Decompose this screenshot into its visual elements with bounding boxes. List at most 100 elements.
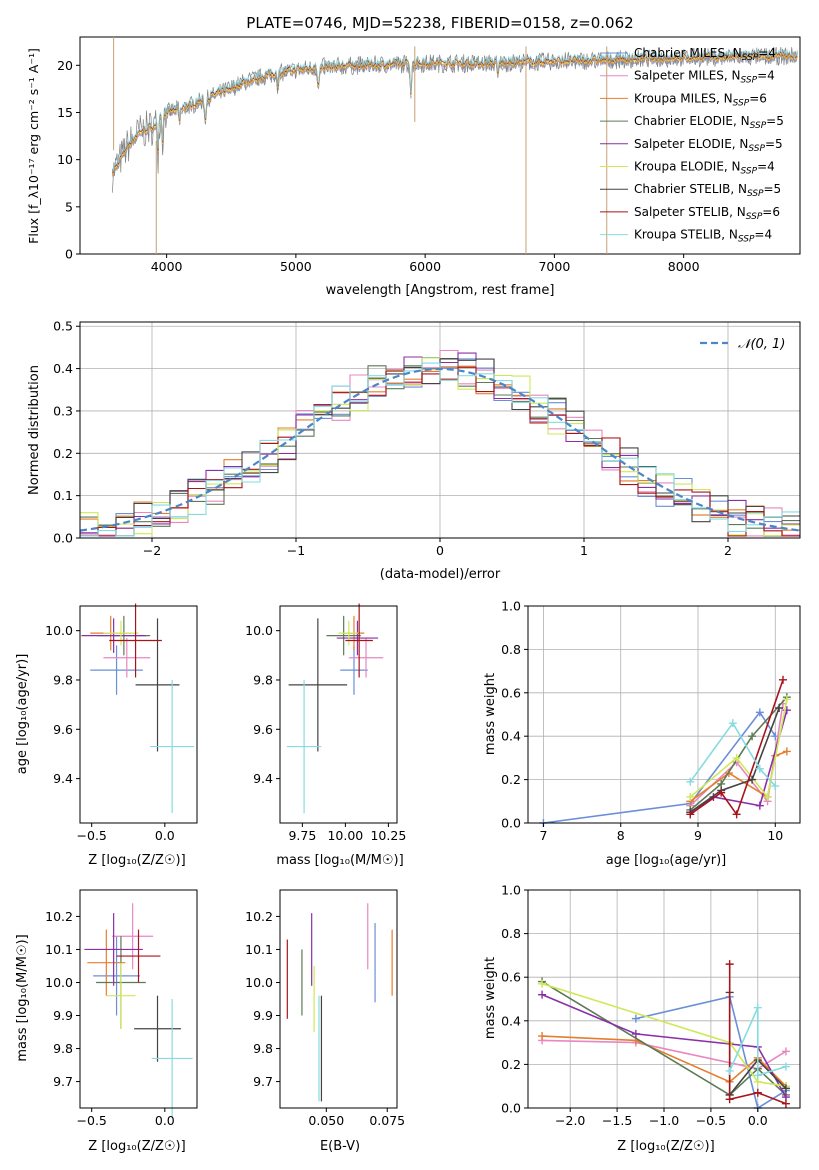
panel-frame bbox=[527, 605, 801, 824]
weight-series-line bbox=[689, 679, 784, 817]
x-tick-label: 10.00 bbox=[327, 828, 363, 843]
weight-point bbox=[538, 990, 547, 999]
weight-point bbox=[717, 788, 726, 797]
z-weight-panel: −2.0 −1.5 −1.0 −0.5 0.0 0.0 0.2 0.4 0.6 0.8 1.0 bbox=[501, 883, 801, 1128]
weight-series-line bbox=[728, 964, 787, 1105]
panel-frame bbox=[79, 889, 198, 1109]
y-tick-label: 9.8 bbox=[253, 672, 273, 687]
y-tick-label: 15 bbox=[57, 105, 73, 120]
weight-point bbox=[732, 753, 741, 762]
spectrum-panel: 4000 5000 6000 7000 8000 0 5 10 15 20 Chabrier MI… bbox=[26, 36, 801, 298]
weight-point bbox=[631, 1029, 640, 1038]
x-tick-label: 10.25 bbox=[370, 828, 406, 843]
y-tick-label: 0.6 bbox=[501, 970, 521, 985]
y-tick-label: 9.6 bbox=[253, 722, 273, 737]
y-tick-label: 0.2 bbox=[53, 446, 73, 461]
y-tick-label: 0.2 bbox=[501, 1057, 521, 1072]
x-tick-label: 4000 bbox=[151, 259, 183, 274]
spectrum-lines bbox=[111, 37, 798, 254]
weight-point bbox=[686, 792, 695, 801]
y-tick-label: 1.0 bbox=[501, 599, 521, 614]
weight-point bbox=[753, 1088, 762, 1097]
weight-series-line bbox=[689, 707, 780, 813]
x-tick-label: −1.5 bbox=[602, 1113, 632, 1128]
y-tick-label: 0.8 bbox=[501, 642, 521, 657]
x-tick-label: 2 bbox=[724, 543, 732, 558]
mass-age-xlabel: mass [log₁₀(M/M☉)] bbox=[276, 853, 403, 868]
y-tick-label: 0.8 bbox=[501, 926, 521, 941]
y-tick-label: 0.0 bbox=[53, 531, 73, 546]
y-tick-label: 9.9 bbox=[53, 1008, 73, 1023]
y-tick-label: 9.4 bbox=[253, 771, 273, 786]
panel-frame bbox=[279, 889, 398, 1109]
y-tick-label: 9.9 bbox=[253, 1008, 273, 1023]
legend-entry: Salpeter ELODIE, NSSP=5 bbox=[634, 137, 783, 154]
x-tick-label: 1 bbox=[580, 543, 588, 558]
weight-point bbox=[781, 1084, 790, 1093]
x-tick-label: −2 bbox=[143, 543, 161, 558]
x-tick-label: 5000 bbox=[280, 259, 312, 274]
x-tick-label: 8000 bbox=[668, 259, 700, 274]
y-tick-label: 0.2 bbox=[501, 772, 521, 787]
residual-histogram bbox=[80, 362, 800, 537]
y-tick-label: 9.8 bbox=[53, 1041, 73, 1056]
z-age-ylabel: age [log₁₀(age/yr)] bbox=[15, 654, 30, 775]
weight-point bbox=[748, 775, 757, 784]
y-tick-label: 5 bbox=[65, 199, 73, 214]
residual-panel: −2 −1 0 1 2 0.0 0.1 0.2 0.3 0.4 0.5 𝒩(0, 1) (data-… bbox=[27, 319, 801, 582]
x-tick-label: 0.0 bbox=[155, 1113, 175, 1128]
ebv-mass-panel: 0.050 0.075 9.7 9.8 9.9 10.0 10.1 10.2 bbox=[245, 889, 405, 1128]
y-tick-label: 0.0 bbox=[501, 816, 521, 831]
legend-entry: Chabrier ELODIE, NSSP=5 bbox=[634, 114, 784, 131]
z-age-xlabel: Z [log₁₀(Z/Z☉)] bbox=[88, 853, 185, 868]
weight-point bbox=[755, 708, 764, 717]
weight-point bbox=[779, 675, 787, 684]
y-tick-label: 1.0 bbox=[501, 883, 521, 898]
y-tick-label: 0.0 bbox=[501, 1101, 521, 1116]
weight-point bbox=[725, 1095, 734, 1104]
spectrum-legend: Chabrier MILES, NSSP=4 Salpeter MILES, NS… bbox=[600, 46, 784, 245]
weight-point bbox=[686, 777, 695, 786]
age-weight-panel: 7 8 9 10 0.0 0.2 0.4 0.6 0.8 1.0 bbox=[501, 599, 801, 843]
z-mass-xlabel: Z [log₁₀(Z/Z☉)] bbox=[88, 1139, 185, 1154]
residual-xlabel: (data-model)/error bbox=[380, 567, 501, 582]
weight-point bbox=[775, 703, 784, 712]
weight-point bbox=[781, 1099, 790, 1108]
x-tick-label: 6000 bbox=[409, 259, 441, 274]
weight-point bbox=[771, 782, 780, 791]
y-tick-label: 9.7 bbox=[53, 1074, 73, 1089]
y-tick-label: 10.0 bbox=[45, 623, 73, 638]
x-tick-label: 0 bbox=[436, 543, 444, 558]
weight-point bbox=[538, 979, 547, 988]
y-tick-label: 0.4 bbox=[53, 361, 73, 376]
legend-entry: Kroupa MILES, NSSP=6 bbox=[634, 91, 767, 108]
x-tick-label: 0.0 bbox=[155, 828, 175, 843]
x-tick-label: 0.050 bbox=[308, 1113, 344, 1128]
y-tick-label: 10.0 bbox=[45, 975, 73, 990]
x-tick-label: 0.0 bbox=[748, 1113, 768, 1128]
y-tick-label: 0 bbox=[65, 247, 73, 262]
x-tick-label: −0.5 bbox=[77, 828, 107, 843]
weight-point bbox=[538, 1032, 547, 1041]
y-tick-label: 10.2 bbox=[45, 909, 73, 924]
y-tick-label: 10 bbox=[57, 152, 73, 167]
spectrum-frame bbox=[79, 36, 801, 255]
x-tick-label: −1.0 bbox=[649, 1113, 679, 1128]
weight-point bbox=[782, 747, 791, 756]
weight-point bbox=[753, 1071, 762, 1080]
y-tick-label: 9.8 bbox=[53, 672, 73, 687]
z-weight-xlabel: Z [log₁₀(Z/Z☉)] bbox=[617, 1139, 714, 1154]
age-weight-xlabel: age [log₁₀(age/yr)] bbox=[606, 853, 727, 868]
z-mass-panel: −0.5 0.0 9.7 9.8 9.9 10.0 10.1 10.2 bbox=[45, 889, 198, 1128]
weight-point bbox=[755, 801, 764, 810]
legend-entry: Chabrier MILES, NSSP=4 bbox=[634, 46, 776, 63]
ebv-mass-xlabel: E(B-V) bbox=[320, 1139, 360, 1154]
z-mass-ylabel: mass [log₁₀(M/M☉)] bbox=[15, 934, 30, 1061]
weight-point bbox=[782, 695, 791, 704]
panel-frame bbox=[79, 605, 198, 824]
weight-point bbox=[725, 960, 734, 969]
x-tick-label: −0.5 bbox=[77, 1113, 107, 1128]
weight-point bbox=[728, 719, 737, 728]
x-tick-label: 10 bbox=[767, 828, 783, 843]
